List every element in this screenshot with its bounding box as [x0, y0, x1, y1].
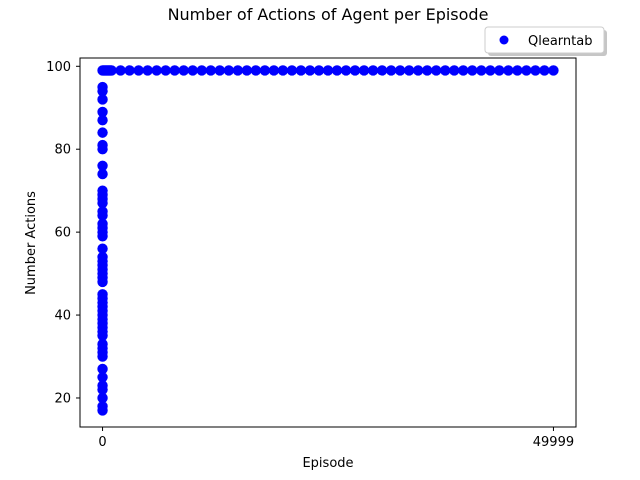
data-point	[97, 81, 108, 93]
y-tick-label: 80	[54, 143, 71, 158]
data-point	[349, 65, 361, 76]
data-point	[295, 65, 307, 76]
data-point	[286, 65, 298, 76]
data-point	[422, 65, 433, 76]
data-point	[449, 65, 460, 76]
y-tick-label: 40	[54, 309, 71, 324]
data-point	[97, 243, 108, 254]
data-point	[304, 65, 316, 76]
data-point	[412, 65, 424, 76]
legend-label-qlearntab: Qlearntab	[528, 34, 592, 49]
legend-box	[484, 26, 605, 54]
data-point	[476, 65, 487, 76]
data-point	[521, 65, 532, 76]
data-point	[313, 65, 325, 76]
data-point	[512, 65, 523, 76]
data-point	[403, 65, 415, 76]
y-tick-label: 100	[46, 60, 71, 75]
data-point	[458, 65, 469, 76]
data-point	[431, 65, 442, 76]
data-point	[97, 338, 108, 350]
data-point	[503, 65, 514, 76]
data-point	[97, 401, 108, 412]
data-point	[97, 372, 108, 383]
data-point	[97, 139, 108, 151]
x-axis-label: Episode	[302, 456, 353, 471]
data-point	[250, 65, 262, 76]
data-point	[97, 206, 108, 217]
data-point	[358, 65, 370, 76]
axis-ticks-group: 0 49999 20 40 60 80 100	[46, 60, 574, 450]
x-tick-label: 49999	[533, 435, 574, 450]
data-point	[178, 65, 189, 76]
data-point	[97, 127, 108, 138]
plot-area	[79, 57, 577, 428]
data-point	[97, 380, 108, 391]
data-point	[124, 65, 135, 76]
data-point	[97, 363, 108, 375]
data-point	[205, 65, 216, 76]
data-point	[440, 65, 451, 76]
data-point	[187, 65, 198, 76]
data-point	[133, 65, 144, 76]
legend: Qlearntab	[484, 26, 607, 56]
data-point	[268, 65, 280, 76]
data-point	[331, 65, 343, 76]
data-point	[223, 65, 234, 76]
data-point	[530, 65, 541, 76]
data-point	[232, 65, 244, 76]
data-point	[376, 65, 388, 76]
data-point	[169, 65, 180, 76]
data-point	[385, 65, 397, 76]
data-point	[340, 65, 352, 76]
data-point	[97, 168, 108, 180]
data-point	[467, 65, 478, 76]
data-point	[142, 65, 153, 76]
data-points-group	[97, 65, 559, 416]
chart-title: Number of Actions of Agent per Episode	[168, 5, 489, 24]
data-point	[485, 65, 496, 76]
data-point	[97, 114, 108, 126]
data-point	[97, 106, 108, 118]
data-point	[367, 65, 379, 76]
data-point	[97, 392, 108, 404]
data-point	[97, 218, 108, 230]
data-point	[97, 94, 108, 105]
y-axis-label: Number Actions	[24, 191, 39, 295]
x-tick-label: 0	[98, 435, 106, 450]
legend-marker-icon	[499, 35, 509, 45]
data-point	[259, 65, 271, 76]
data-point	[97, 289, 108, 300]
data-point	[494, 65, 505, 76]
data-point	[160, 65, 171, 76]
data-point	[241, 65, 253, 76]
data-point	[548, 65, 559, 76]
data-point	[196, 65, 207, 76]
data-point	[322, 65, 334, 76]
data-point	[151, 65, 162, 76]
data-point	[277, 65, 289, 76]
y-tick-label: 60	[54, 226, 71, 241]
data-point	[97, 160, 108, 171]
data-point	[97, 185, 108, 196]
data-point	[115, 65, 126, 76]
data-point	[539, 65, 550, 76]
data-point	[97, 251, 108, 263]
data-point	[106, 65, 117, 76]
data-point	[394, 65, 406, 76]
data-point	[214, 65, 225, 76]
y-tick-label: 20	[54, 391, 71, 406]
